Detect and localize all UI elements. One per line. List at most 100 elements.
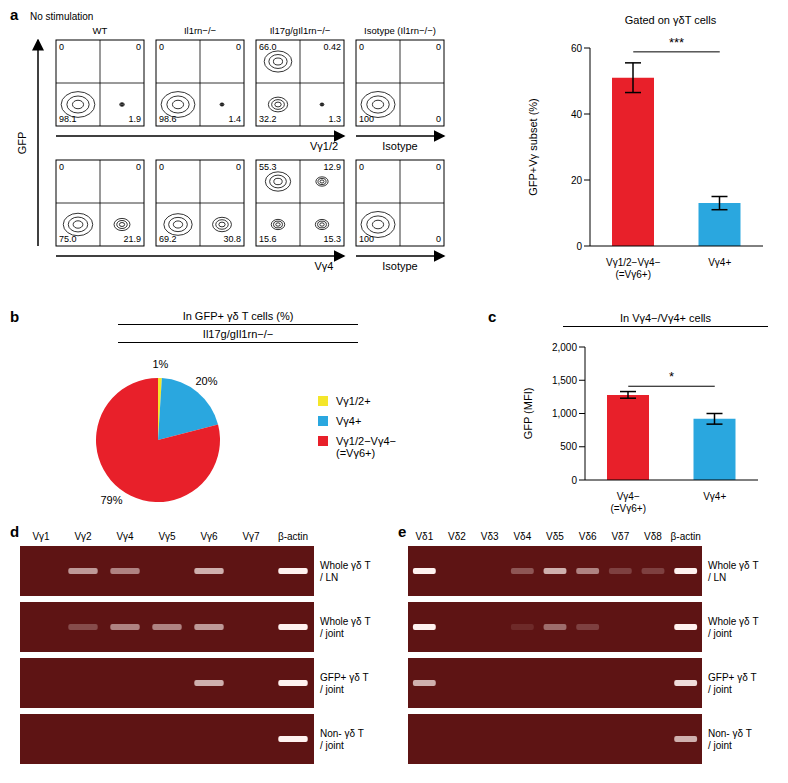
svg-text:55.3: 55.3 [259,162,277,172]
svg-text:GFP+ γδ T: GFP+ γδ T [320,672,369,683]
svg-text:21.9: 21.9 [123,234,141,244]
svg-text:Vγ4: Vγ4 [116,531,134,542]
html-text:In GFP+ γδ T cells (%): In GFP+ γδ T cells (%) [182,310,294,322]
svg-text:60: 60 [571,43,583,54]
svg-text:Vγ4: Vγ4 [315,260,334,272]
svg-text:/ joint: / joint [320,684,344,695]
svg-text:0: 0 [436,162,441,172]
svg-text:1.9: 1.9 [128,114,141,124]
svg-text:No stimulation: No stimulation [30,11,93,22]
svg-text:1,000: 1,000 [552,408,577,419]
svg-text:0: 0 [436,234,441,244]
html-text:Vγ4+: Vγ4+ [336,415,362,427]
svg-text:/ joint: / joint [708,684,732,695]
svg-text:0: 0 [236,42,241,52]
svg-text:1.3: 1.3 [328,114,341,124]
svg-text:Vγ5: Vγ5 [158,531,176,542]
svg-text:Vδ7: Vδ7 [611,531,629,542]
svg-text:98.6: 98.6 [159,114,177,124]
svg-text:/ joint: / joint [708,628,732,639]
svg-text:Whole γδ T: Whole γδ T [708,560,759,571]
svg-text:15.6: 15.6 [259,234,277,244]
svg-text:Vγ1/2: Vγ1/2 [310,140,338,152]
html-text:Gated on γδT cells: Gated on γδT cells [624,14,717,26]
svg-text:2,000: 2,000 [552,342,577,353]
svg-text:GFP (MFI): GFP (MFI) [522,388,534,440]
svg-text:0.42: 0.42 [323,42,341,52]
svg-text:Isotype: Isotype [382,140,417,152]
svg-text:Vδ1: Vδ1 [415,531,433,542]
html-text:Il17g/gIl1rn−/−: Il17g/gIl1rn−/− [202,328,274,340]
svg-text:Whole γδ T: Whole γδ T [708,616,759,627]
svg-text:0: 0 [136,162,141,172]
svg-text:/ joint: / joint [320,628,344,639]
svg-text:100: 100 [359,234,374,244]
svg-text:0: 0 [436,42,441,52]
svg-text:0: 0 [136,42,141,52]
svg-text:β-actin: β-actin [278,531,308,542]
svg-text:Whole γδ T: Whole γδ T [320,616,371,627]
svg-text:0: 0 [59,42,64,52]
svg-text:β-actin: β-actin [671,531,701,542]
svg-text:/ joint: / joint [708,740,732,751]
svg-text:Isotype (Il1rn−/−): Isotype (Il1rn−/−) [364,25,436,36]
svg-text:40: 40 [571,109,583,120]
svg-text:0: 0 [359,42,364,52]
svg-text:1,500: 1,500 [552,375,577,386]
svg-text:/ joint: / joint [320,740,344,751]
svg-text:0: 0 [576,241,582,252]
svg-text:0: 0 [236,162,241,172]
svg-text:0: 0 [436,114,441,124]
svg-text:GFP+Vγ subset (%): GFP+Vγ subset (%) [527,98,539,196]
svg-text:98.1: 98.1 [59,114,77,124]
svg-text:/ LN: / LN [320,572,338,583]
svg-text:GFP: GFP [16,132,28,155]
svg-text:GFP+ γδ T: GFP+ γδ T [708,672,757,683]
svg-text:Il17g/gIl1rn−/−: Il17g/gIl1rn−/− [270,25,331,36]
svg-text:Vγ6: Vγ6 [200,531,218,542]
svg-text:0: 0 [159,162,164,172]
svg-text:Vδ6: Vδ6 [579,531,597,542]
svg-text:15.3: 15.3 [323,234,341,244]
svg-text:500: 500 [560,441,577,452]
svg-text:***: *** [669,35,684,50]
svg-text:Vγ1: Vγ1 [32,531,50,542]
svg-text:Vδ2: Vδ2 [448,531,466,542]
svg-text:*: * [669,369,674,384]
svg-text:0: 0 [571,475,577,486]
html-text:Vγ1/2−Vγ4−: Vγ1/2−Vγ4− [336,435,396,447]
svg-text:Vδ8: Vδ8 [644,531,662,542]
svg-text:75.0: 75.0 [59,234,77,244]
svg-text:Vγ4−(=Vγ6+): Vγ4−(=Vγ6+) [610,491,646,514]
svg-text:30.8: 30.8 [223,234,241,244]
svg-text:12.9: 12.9 [323,162,341,172]
svg-text:Whole γδ T: Whole γδ T [320,560,371,571]
svg-text:20: 20 [571,175,583,186]
html-text:Vγ1/2+: Vγ1/2+ [336,395,371,407]
svg-text:WT: WT [93,25,108,36]
svg-text:0: 0 [59,162,64,172]
svg-text:0: 0 [159,42,164,52]
svg-text:0: 0 [359,162,364,172]
svg-text:1%: 1% [152,358,168,370]
svg-text:/ LN: / LN [708,572,726,583]
svg-text:Vγ4+: Vγ4+ [708,257,731,268]
svg-text:32.2: 32.2 [259,114,277,124]
svg-text:Non- γδ T: Non- γδ T [320,728,364,739]
svg-text:100: 100 [359,114,374,124]
svg-text:1.4: 1.4 [228,114,241,124]
svg-text:Vγ1/2−Vγ4−(=Vγ6+): Vγ1/2−Vγ4−(=Vγ6+) [606,257,661,280]
svg-text:Il1rn−/−: Il1rn−/− [184,25,217,36]
svg-text:Isotype: Isotype [382,260,417,272]
svg-text:Vγ4+: Vγ4+ [703,491,726,502]
svg-text:Vδ3: Vδ3 [481,531,499,542]
svg-text:69.2: 69.2 [159,234,177,244]
svg-text:Vδ4: Vδ4 [513,531,531,542]
svg-text:Non- γδ T: Non- γδ T [708,728,752,739]
svg-text:20%: 20% [195,375,217,387]
svg-text:Vγ2: Vγ2 [74,531,92,542]
svg-text:66.0: 66.0 [259,42,277,52]
svg-text:79%: 79% [100,494,122,506]
svg-text:Vγ7: Vγ7 [242,531,260,542]
svg-text:Vδ5: Vδ5 [546,531,564,542]
